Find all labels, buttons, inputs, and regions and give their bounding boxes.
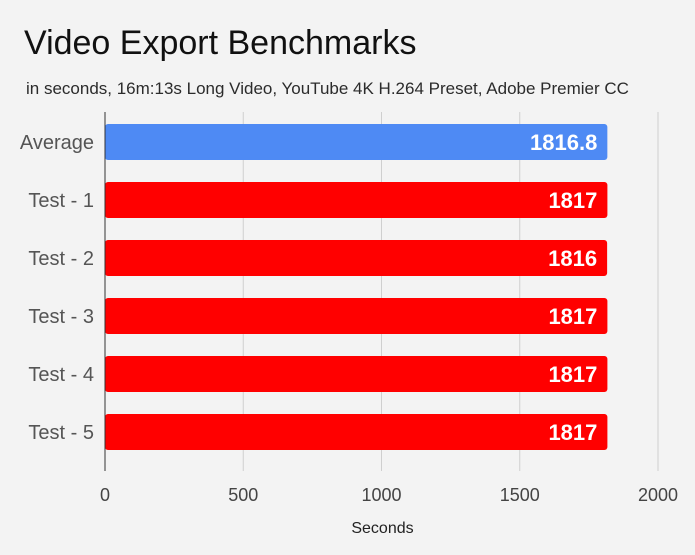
data-label: 1816 bbox=[548, 246, 597, 271]
chart-title: Video Export Benchmarks bbox=[24, 24, 417, 62]
bar-0 bbox=[105, 124, 608, 160]
data-label: 1816.8 bbox=[530, 130, 597, 155]
bar-2 bbox=[105, 240, 608, 276]
data-label: 1817 bbox=[548, 304, 597, 329]
data-label: 1817 bbox=[548, 420, 597, 445]
data-label: 1817 bbox=[548, 188, 597, 213]
chart-subtitle: in seconds, 16m:13s Long Video, YouTube … bbox=[26, 79, 629, 98]
category-label: Test - 4 bbox=[28, 364, 94, 386]
category-label: Test - 1 bbox=[28, 190, 94, 212]
x-axis-title: Seconds bbox=[351, 520, 413, 537]
category-label: Test - 3 bbox=[28, 306, 94, 328]
x-tick-label: 2000 bbox=[638, 485, 678, 505]
bar-5 bbox=[105, 414, 608, 450]
category-label: Average bbox=[20, 132, 94, 154]
data-label: 1817 bbox=[548, 362, 597, 387]
x-tick-label: 1500 bbox=[500, 485, 540, 505]
category-label: Test - 5 bbox=[28, 422, 94, 444]
bar-4 bbox=[105, 356, 608, 392]
x-tick-label: 1000 bbox=[361, 485, 401, 505]
category-label: Test - 2 bbox=[28, 248, 94, 270]
bar-1 bbox=[105, 182, 608, 218]
x-tick-label: 0 bbox=[100, 485, 110, 505]
bar-3 bbox=[105, 298, 608, 334]
x-tick-label: 500 bbox=[228, 485, 258, 505]
